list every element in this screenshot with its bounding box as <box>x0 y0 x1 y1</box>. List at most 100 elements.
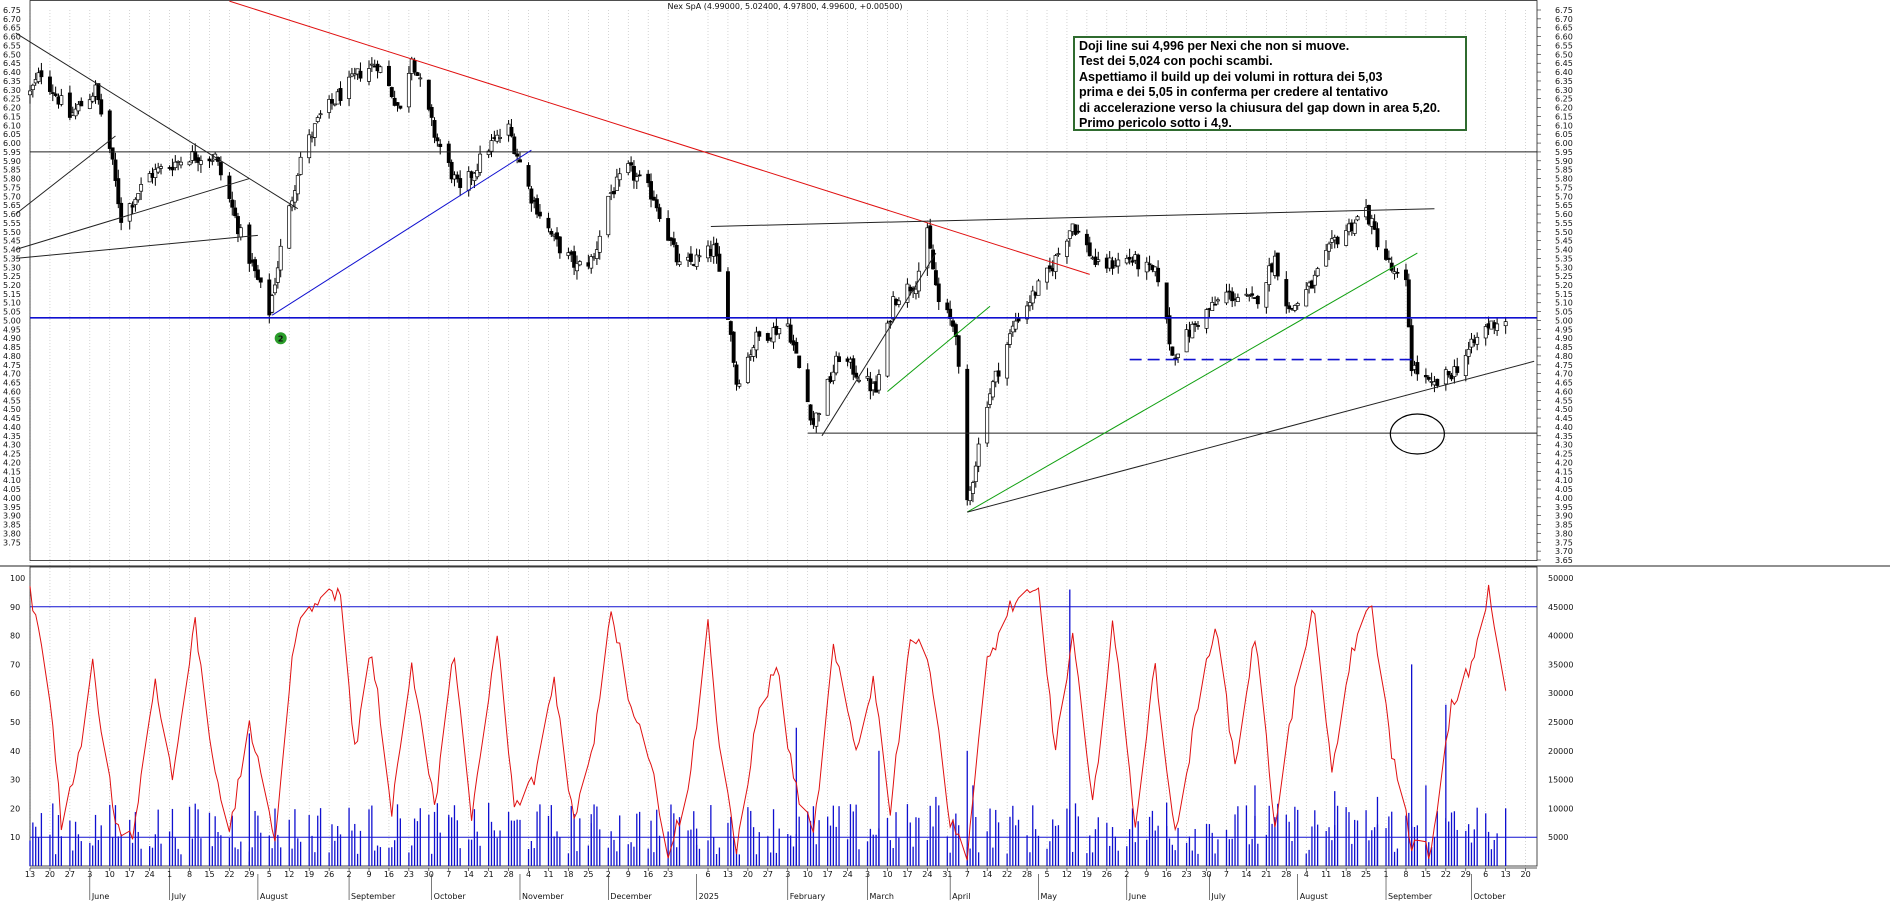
candle-body <box>754 331 759 351</box>
oscillator-tick-label: 90 <box>10 603 20 612</box>
candle-body <box>332 103 337 106</box>
candle-body <box>96 83 101 101</box>
candle-body <box>1096 259 1101 262</box>
price-tick-label: 6.70 <box>1555 15 1573 24</box>
candle-body <box>1027 302 1032 307</box>
candle-body <box>275 267 280 283</box>
price-tick-label: 6.30 <box>1555 86 1573 95</box>
x-day-tick-label: 11 <box>1321 870 1331 879</box>
candle-body <box>1329 238 1334 243</box>
candle-body <box>278 245 283 271</box>
price-tick-label: 5.65 <box>3 201 21 210</box>
chart-title: Nex SpA (4.99000, 5.02400, 4.97800, 4.99… <box>668 2 903 11</box>
price-tick-label: 4.15 <box>3 467 21 476</box>
trendline <box>887 305 991 392</box>
x-day-tick-label: 26 <box>1102 870 1112 879</box>
candle-body <box>270 295 275 313</box>
volume-tick-label: 45000 <box>1548 603 1573 612</box>
x-day-tick-label: 25 <box>583 870 593 879</box>
oscillator-line <box>29 584 1507 861</box>
price-tick-label: 6.75 <box>1555 6 1573 15</box>
candle-body <box>1235 297 1240 302</box>
price-tick-label: 4.40 <box>1555 423 1573 432</box>
price-tick-label: 5.00 <box>3 316 21 325</box>
candle-body <box>113 159 118 181</box>
price-tick-label: 3.80 <box>3 529 21 538</box>
candle-body <box>218 162 223 176</box>
candle-body <box>725 271 730 320</box>
price-tick-label: 4.35 <box>1555 432 1573 441</box>
price-tick-label: 6.50 <box>1555 50 1573 59</box>
candle-body <box>179 161 183 166</box>
price-tick-label: 3.80 <box>1555 529 1573 538</box>
candle-body <box>837 356 842 362</box>
candle-body <box>59 95 64 105</box>
candle-body <box>1352 222 1357 234</box>
price-tick-label: 5.85 <box>1555 166 1573 175</box>
price-tick-label: 4.75 <box>1555 361 1573 370</box>
candle-body <box>139 184 144 192</box>
candle-body <box>765 333 770 341</box>
candle-body <box>1475 336 1480 345</box>
candle-body <box>295 175 300 195</box>
price-tick-label: 5.25 <box>3 272 21 281</box>
candle-body <box>825 378 830 416</box>
candle-body <box>119 202 124 223</box>
candle-body <box>432 120 437 138</box>
price-tick-label: 4.90 <box>3 334 21 343</box>
x-day-tick-label: 19 <box>1082 870 1092 879</box>
candle-body <box>253 259 258 272</box>
candle-body <box>518 159 522 163</box>
candle-body <box>367 68 371 82</box>
candle-body <box>896 300 901 305</box>
price-tick-label: 5.90 <box>1555 157 1573 166</box>
candle-body <box>1327 243 1331 252</box>
candle-body <box>928 225 933 249</box>
candle-body <box>606 195 611 236</box>
x-month-tick-label: March <box>870 892 894 901</box>
x-day-tick-label: 13 <box>1501 870 1511 879</box>
x-month-tick-label: June <box>1128 892 1147 901</box>
x-day-tick-label: 18 <box>563 870 573 879</box>
candle-body <box>1404 269 1408 281</box>
x-month-tick-label: April <box>952 892 970 901</box>
candle-body <box>512 136 517 154</box>
x-day-tick-label: 17 <box>823 870 833 879</box>
price-tick-label: 4.10 <box>3 476 21 485</box>
candle-body <box>674 244 679 263</box>
x-month-tick-label: May <box>1040 892 1057 901</box>
price-tick-label: 6.45 <box>3 59 21 68</box>
price-tick-label: 5.75 <box>3 183 21 192</box>
x-day-tick-label: 22 <box>224 870 234 879</box>
candle-body <box>968 489 973 502</box>
candle-body <box>99 99 104 115</box>
candle-body <box>1255 295 1260 305</box>
price-tick-label: 4.80 <box>3 352 21 361</box>
x-month-tick-label: December <box>610 892 652 901</box>
candle-body <box>614 176 619 191</box>
candle-body <box>808 404 813 421</box>
candle-body <box>515 153 520 157</box>
candle-body <box>965 368 970 501</box>
candle-body <box>395 102 400 106</box>
candle-body <box>67 92 72 118</box>
candle-body <box>347 76 352 99</box>
price-tick-label: 6.55 <box>3 41 21 50</box>
x-day-tick-label: 28 <box>503 870 513 879</box>
price-tick-label: 6.70 <box>3 15 21 24</box>
price-tick-label: 4.20 <box>3 458 21 467</box>
candle-body <box>637 174 642 177</box>
x-day-tick-label: 30 <box>1201 870 1211 879</box>
x-day-tick-label: 27 <box>763 870 773 879</box>
candle-body <box>891 296 896 320</box>
price-tick-label: 6.30 <box>3 86 21 95</box>
candle-body <box>905 283 910 303</box>
x-day-tick-label: 23 <box>663 870 673 879</box>
candle-body <box>1144 261 1149 273</box>
x-day-tick-label: 7 <box>446 870 451 879</box>
price-tick-label: 5.00 <box>1555 316 1573 325</box>
candle-body <box>1495 323 1500 331</box>
price-tick-label: 4.65 <box>3 379 21 388</box>
x-day-tick-label: 12 <box>1062 870 1072 879</box>
candle-body <box>1375 228 1380 248</box>
